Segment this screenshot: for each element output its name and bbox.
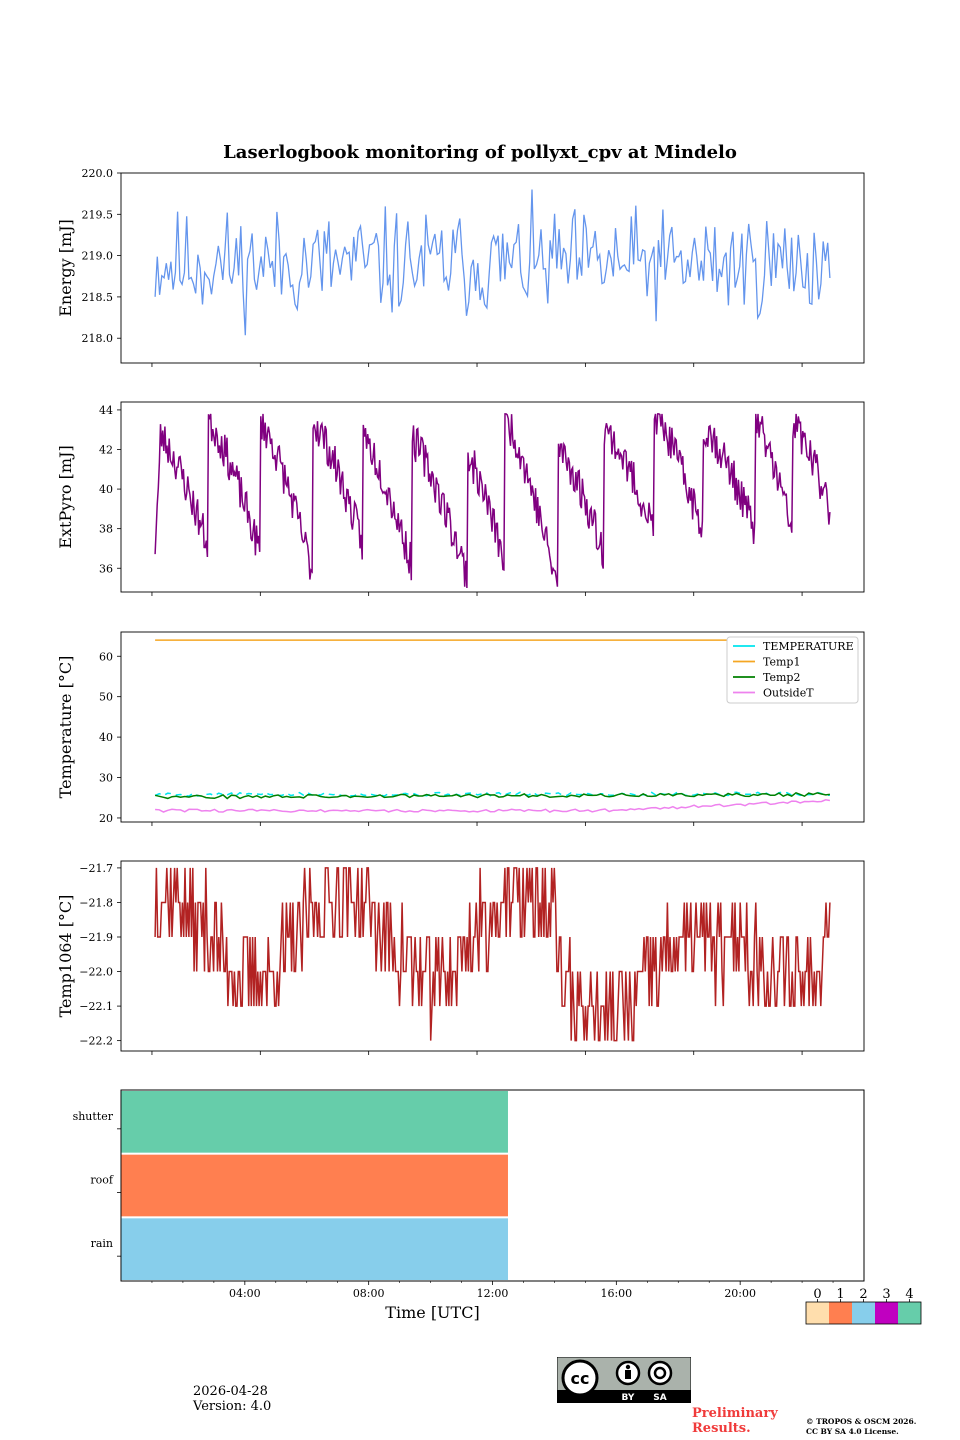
y-tick-label: 60 (99, 650, 113, 663)
copyright-line: © TROPOS & OSCM 2026. (806, 1417, 917, 1426)
y-tick-label: 218.0 (82, 332, 114, 345)
cc-icon (561, 1359, 599, 1397)
y-axis-label: Temperature [°C] (56, 656, 75, 799)
y-tick-label: 38 (99, 523, 113, 536)
y-tick-label: −22.2 (79, 1035, 113, 1048)
colorbar-label: 2 (859, 1287, 867, 1302)
sa-icon (647, 1360, 673, 1386)
cc-license-badge: cc BY SA (557, 1357, 691, 1403)
x-tick-label: 04:00 (229, 1287, 261, 1300)
sa-label: SA (653, 1393, 666, 1403)
y-axis-label: Energy [mJ] (56, 219, 75, 317)
colorbar-label: 4 (905, 1287, 913, 1302)
y-tick-label: −22.0 (79, 966, 113, 979)
y-tick-label: 36 (99, 562, 113, 575)
y-tick-label: 40 (99, 483, 113, 496)
preliminary-note: Preliminary Results. (692, 1406, 802, 1436)
date-label: 2026-04-28 (193, 1384, 268, 1399)
colorbar-label: 1 (836, 1287, 844, 1302)
extpyro-series-line (154, 413, 831, 589)
y-tick-label: −21.8 (79, 896, 113, 909)
y-tick-label: −21.9 (79, 931, 113, 944)
legend-label: Temp1 (763, 656, 800, 669)
preliminary-line: Preliminary (692, 1406, 778, 1421)
colorbar-swatch (829, 1302, 852, 1324)
version-block: 2026-04-28 Version: 4.0 (193, 1384, 271, 1414)
preliminary-line: Results. (692, 1421, 751, 1436)
temp1064-series-line (154, 867, 831, 1042)
y-tick-label: −22.1 (79, 1000, 113, 1013)
legend-box (726, 636, 859, 704)
y-tick-label: 220.0 (82, 167, 114, 180)
series-line-outsidet (155, 799, 831, 813)
x-axis-label: Time [UTC] (385, 1303, 479, 1322)
figure-title: Laserlogbook monitoring of pollyxt_cpv a… (223, 142, 737, 163)
status-row-rain (121, 1218, 508, 1280)
y-tick-label: 20 (99, 812, 113, 825)
version-label: Version: 4.0 (193, 1399, 272, 1414)
temp1064-panel (120, 860, 865, 1052)
copyright-note: © TROPOS & OSCM 2026. CC BY SA 4.0 Licen… (806, 1417, 956, 1437)
colorbar-label: 0 (813, 1287, 821, 1302)
colorbar-swatch (898, 1302, 921, 1324)
status-row-roof (121, 1154, 508, 1217)
legend-label: OutsideT (763, 687, 814, 700)
extpyro-panel (120, 401, 865, 593)
x-tick-label: 08:00 (353, 1287, 385, 1300)
copyright-line: CC BY SA 4.0 License. (806, 1427, 899, 1436)
y-tick-label: 219.0 (82, 250, 114, 263)
status-row-label: rain (91, 1237, 113, 1250)
by-label: BY (622, 1393, 635, 1403)
energy-series-line (154, 189, 831, 336)
colorbar-swatch (806, 1302, 829, 1324)
colorbar-label: 3 (882, 1287, 890, 1302)
y-tick-label: 218.5 (82, 291, 114, 304)
energy-panel (120, 172, 865, 364)
y-tick-label: 42 (99, 444, 113, 457)
colorbar-frame (805, 1301, 922, 1325)
x-tick-label: 20:00 (724, 1287, 756, 1300)
y-tick-label: 50 (99, 691, 113, 704)
y-tick-label: 219.5 (82, 208, 114, 221)
y-axis-label: Temp1064 [°C] (56, 895, 75, 1018)
x-tick-label: 12:00 (477, 1287, 509, 1300)
legend-label: Temp2 (763, 671, 800, 684)
legend-label: TEMPERATURE (763, 640, 854, 653)
y-tick-label: 30 (99, 772, 113, 785)
x-tick-label: 16:00 (600, 1287, 632, 1300)
legend: TEMPERATURE Temp1 Temp2 OutsideT (726, 636, 859, 704)
y-axis-label: ExtPyro [mJ] (56, 445, 75, 548)
cc-label: cc (571, 1369, 590, 1388)
colorbar-swatch (875, 1302, 898, 1324)
y-tick-label: 44 (99, 404, 113, 417)
y-tick-label: −21.7 (79, 862, 113, 875)
temperature-panel (120, 631, 865, 823)
status-row-label: roof (90, 1174, 114, 1187)
series-line-temp2 (154, 791, 830, 800)
colorbar-swatch (852, 1302, 875, 1324)
status-row-shutter (121, 1091, 508, 1153)
y-tick-label: 40 (99, 731, 113, 744)
status-row-label: shutter (73, 1110, 114, 1123)
